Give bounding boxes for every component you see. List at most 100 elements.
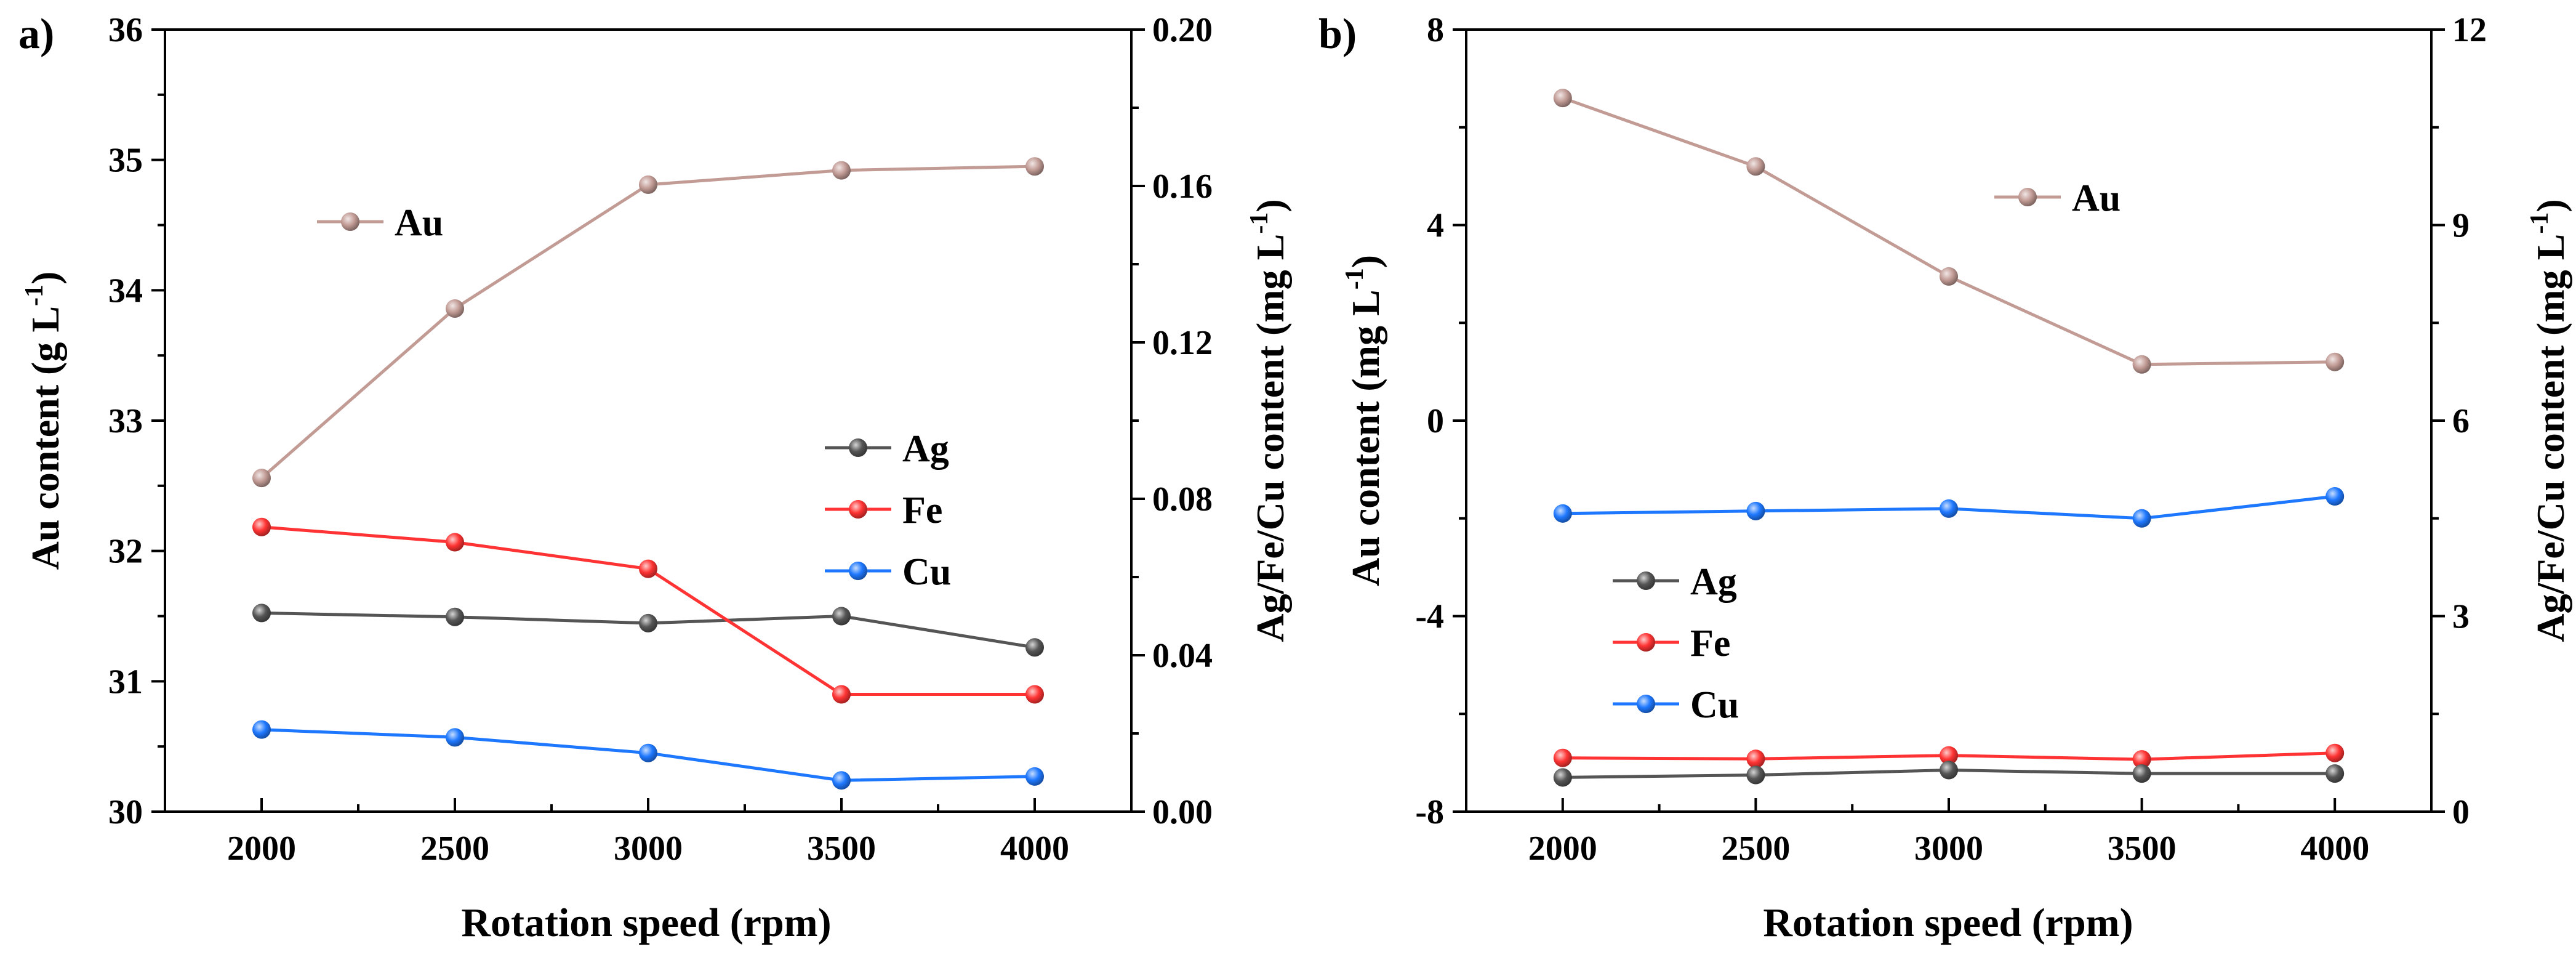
x-axis-label: Rotation speed (rpm) xyxy=(461,900,831,945)
y-right-tick-label: 0.04 xyxy=(1152,637,1213,675)
legend-label-ag: Ag xyxy=(902,428,949,470)
x-tick-label: 2500 xyxy=(1721,830,1790,868)
data-point-ag xyxy=(1940,761,1958,780)
legend-label-ag: Ag xyxy=(1690,561,1737,603)
data-point-au xyxy=(1746,157,1765,176)
data-point-cu xyxy=(446,728,464,747)
y-left-axis-label-text: Au content (mg L xyxy=(1344,289,1387,586)
data-point-au xyxy=(252,469,271,488)
legend-label-fe: Fe xyxy=(902,490,942,531)
y-left-axis-label-superscript: -1 xyxy=(1341,268,1369,289)
data-point-fe xyxy=(832,685,851,704)
data-point-cu xyxy=(639,743,657,762)
y-right-tick-label: 6 xyxy=(2452,402,2470,440)
data-point-ag xyxy=(252,604,271,623)
legend-label-fe: Fe xyxy=(1690,623,1730,664)
y-left-tick-label: 8 xyxy=(1427,11,1444,49)
x-tick-label: 4000 xyxy=(1000,830,1069,868)
y-left-tick-label: 31 xyxy=(108,663,143,701)
data-point-ag xyxy=(2325,764,2345,783)
data-point-cu xyxy=(1025,767,1044,786)
y-right-axis-label: Ag/Fe/Cu content (mg L-1) xyxy=(2526,199,2572,642)
y-right-tick-label: 0.20 xyxy=(1152,11,1213,49)
y-left-axis-label-closing: ) xyxy=(1344,255,1387,268)
y-right-tick-label: 0.00 xyxy=(1152,793,1213,831)
legend-label-au: Au xyxy=(2072,177,2121,219)
legend-label-cu: Cu xyxy=(902,551,951,593)
y-left-tick-label: 33 xyxy=(108,402,143,440)
data-point-au xyxy=(1553,89,1572,108)
legend-marker-fe xyxy=(1637,633,1655,652)
data-point-ag xyxy=(1746,765,1765,785)
y-right-axis-label-closing: ) xyxy=(2529,199,2572,212)
data-point-ag xyxy=(1553,768,1572,787)
data-point-cu xyxy=(832,771,851,790)
data-point-cu xyxy=(252,720,271,739)
legend-marker-cu xyxy=(849,562,867,580)
y-left-tick-label: 35 xyxy=(108,142,143,180)
data-point-fe xyxy=(1746,749,1765,769)
y-right-axis-label: Ag/Fe/Cu content (mg L-1) xyxy=(1245,199,1292,642)
data-point-ag xyxy=(2132,764,2151,783)
data-point-fe xyxy=(1025,685,1044,704)
x-tick-label: 2000 xyxy=(1528,830,1597,868)
y-right-tick-label: 0 xyxy=(2452,793,2470,831)
y-left-tick-label: 0 xyxy=(1427,402,1444,440)
data-point-ag xyxy=(446,607,464,626)
y-right-axis-label-superscript: -1 xyxy=(2526,212,2554,234)
series-line-au xyxy=(1562,96,2335,366)
data-point-fe xyxy=(1940,746,1958,765)
y-left-tick-label: 34 xyxy=(108,272,143,310)
y-right-tick-label: 0.16 xyxy=(1152,168,1213,206)
data-point-ag xyxy=(639,613,657,632)
data-point-fe xyxy=(2325,743,2345,762)
legend-marker-ag xyxy=(849,438,867,457)
data-point-cu xyxy=(2132,509,2151,528)
data-point-fe xyxy=(639,559,657,578)
x-tick-label: 2500 xyxy=(420,830,489,868)
legend-marker-fe xyxy=(849,500,867,519)
y-right-axis-label-closing: ) xyxy=(1248,199,1292,212)
data-point-fe xyxy=(446,533,464,552)
y-left-axis-label: Au content (g L-1) xyxy=(20,272,67,570)
data-point-fe xyxy=(2132,750,2151,769)
legend-marker-ag xyxy=(1637,571,1655,590)
legend-marker-cu xyxy=(1637,695,1655,713)
legend-label-au: Au xyxy=(395,202,443,244)
y-right-tick-label: 0.12 xyxy=(1152,324,1213,362)
x-tick-label: 3000 xyxy=(614,830,683,868)
legend-label-cu: Cu xyxy=(1690,684,1739,726)
y-right-axis-label-text: Ag/Fe/Cu content (mg L xyxy=(1248,234,1292,642)
y-left-axis-label-superscript: -1 xyxy=(20,285,49,306)
data-point-fe xyxy=(252,517,271,536)
y-left-axis-label: Au content (mg L-1) xyxy=(1341,255,1387,586)
data-point-fe xyxy=(1553,748,1572,767)
data-point-au xyxy=(2132,355,2151,374)
x-axis-label: Rotation speed (rpm) xyxy=(1763,900,2133,945)
legend-marker-au xyxy=(341,212,359,231)
y-left-axis-label-text: Au content (g L xyxy=(23,306,67,570)
legend-marker-au xyxy=(2018,188,2037,206)
y-left-axis-label-closing: ) xyxy=(23,272,67,285)
data-point-au xyxy=(639,175,657,194)
y-right-tick-label: 12 xyxy=(2452,11,2487,49)
data-point-au xyxy=(832,161,851,180)
y-right-tick-label: 9 xyxy=(2452,207,2470,245)
x-tick-label: 2000 xyxy=(227,830,296,868)
panel-label: b) xyxy=(1318,10,1357,58)
y-right-axis-label-superscript: -1 xyxy=(1245,212,1274,234)
data-point-cu xyxy=(1746,501,1765,520)
data-point-ag xyxy=(1025,638,1044,657)
y-left-tick-label: 4 xyxy=(1427,207,1444,245)
data-point-cu xyxy=(1553,504,1572,523)
y-right-tick-label: 3 xyxy=(2452,598,2470,636)
data-point-au xyxy=(2325,352,2345,371)
y-right-axis-label-text: Ag/Fe/Cu content (mg L xyxy=(2529,234,2572,642)
plot-frame xyxy=(1465,28,2433,813)
x-tick-label: 3500 xyxy=(2108,830,2177,868)
panel-label: a) xyxy=(18,10,54,58)
y-left-tick-label: 36 xyxy=(108,11,143,49)
data-point-cu xyxy=(2325,487,2345,506)
panel-a: 2000 2500 3000 3500 4000 30 31 32 33 34 35 36 0.00 0.… xyxy=(18,10,1292,945)
